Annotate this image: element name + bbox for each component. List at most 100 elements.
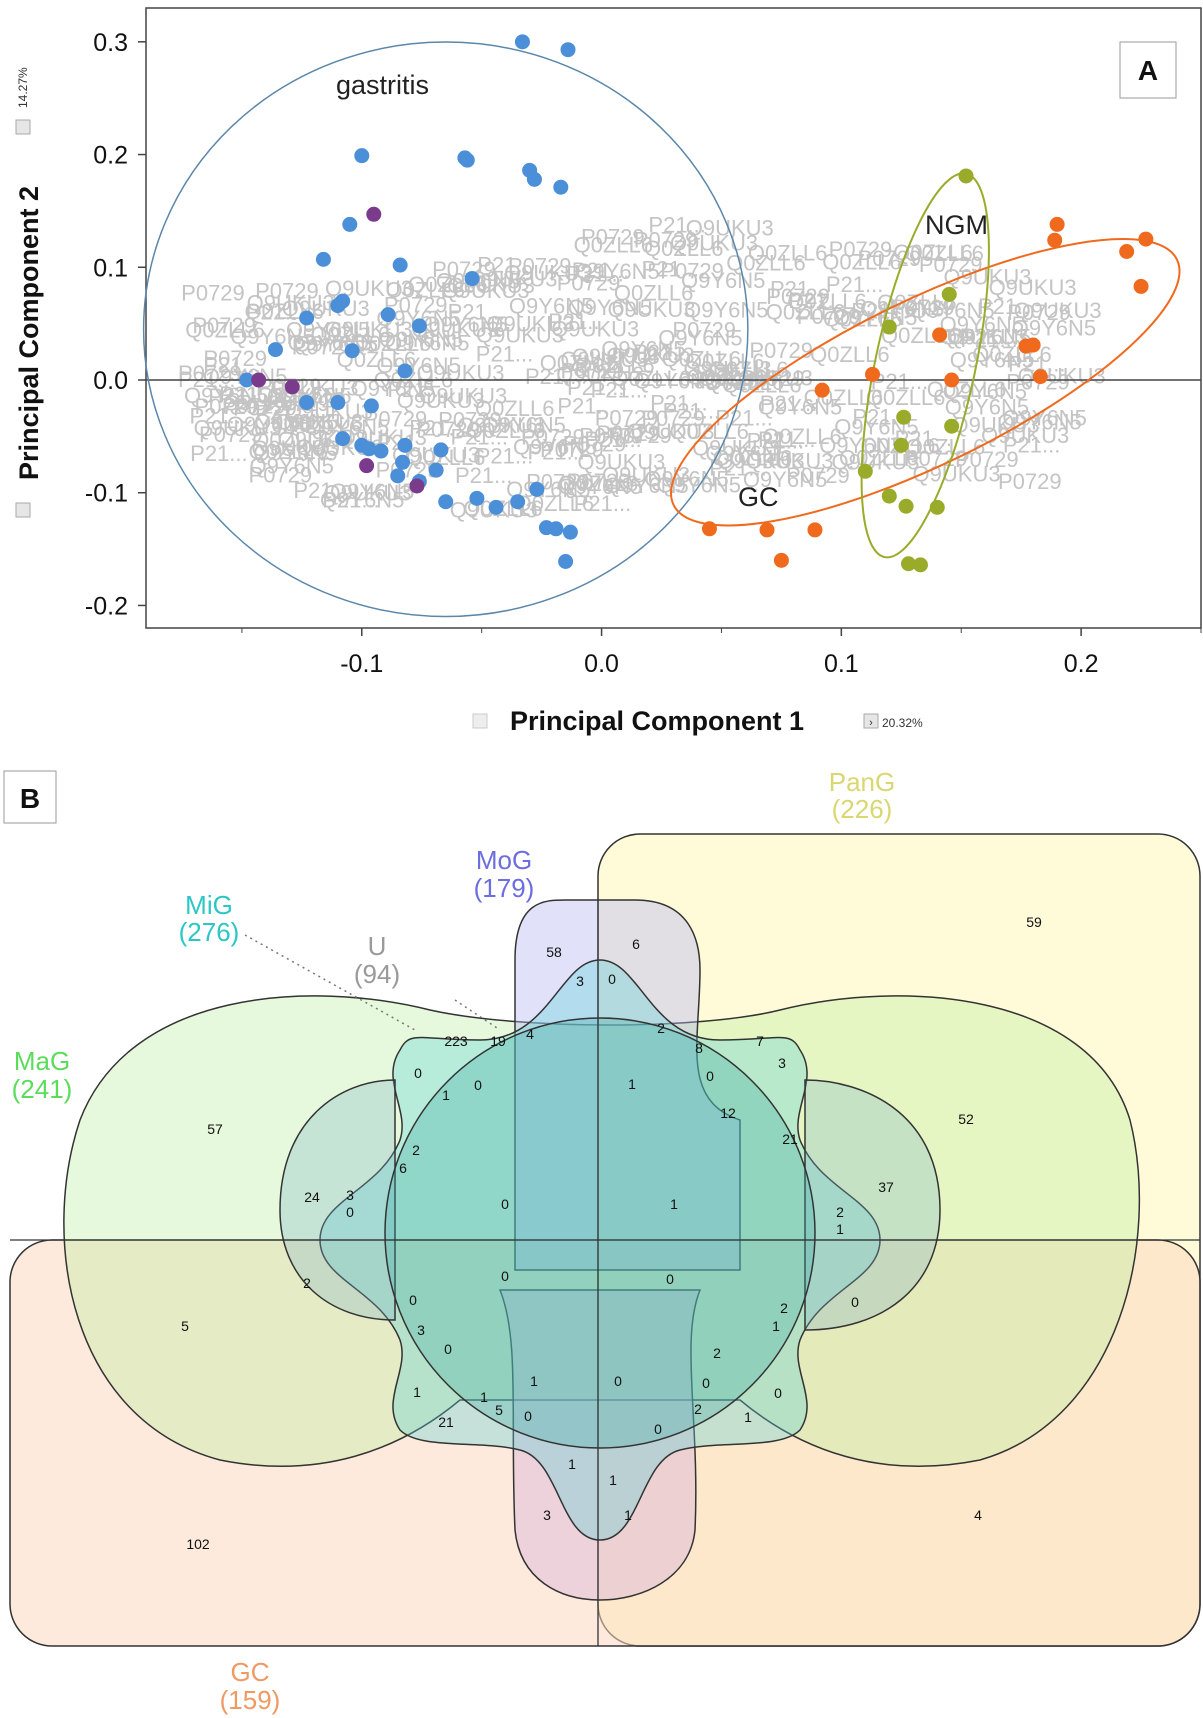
background-label: P0729 — [641, 406, 705, 431]
venn-set-u — [498, 1289, 702, 1601]
background-label: Q9Y6N5 — [330, 479, 414, 504]
background-label: P21... — [455, 463, 512, 488]
background-label: P0729 — [786, 463, 850, 488]
background-label: P21... — [208, 384, 265, 409]
x-axis-expand-icon: › — [869, 717, 873, 729]
data-point-gastritis — [392, 257, 408, 273]
background-label: P21... — [663, 398, 720, 423]
background-label: Q9UKU3 — [670, 231, 758, 256]
background-label: Q9Y6N5 — [249, 454, 333, 479]
background-label: Q9UKU3 — [684, 357, 772, 382]
background-label: Q9UKU3 — [416, 360, 504, 385]
data-point-gastritis — [335, 431, 351, 447]
region-count: 0 — [501, 1268, 509, 1284]
data-point-gastritis — [488, 499, 504, 515]
data-point-NGM — [857, 463, 873, 479]
y-axis-collapse-button[interactable] — [15, 502, 31, 518]
background-label: Q0ZLL6 — [927, 377, 1007, 402]
background-label: P21... — [770, 276, 827, 301]
data-point-GC — [701, 521, 717, 537]
panel-label-b-box — [3, 770, 57, 824]
data-point-gastritis — [514, 34, 530, 50]
group-label-ngm: NGM — [925, 210, 988, 240]
data-point-gastritis — [438, 494, 454, 510]
background-label: Q0ZLL6 — [713, 445, 793, 470]
region-count: 59 — [1026, 914, 1042, 930]
region-count: 3 — [346, 1187, 354, 1203]
background-label: Q9UKU3 — [325, 317, 413, 342]
background-label: P21... — [477, 253, 534, 278]
venn-center-circle — [384, 1017, 816, 1449]
background-label: Q9Y6N5 — [423, 312, 507, 337]
x-axis-expand-button[interactable] — [863, 713, 879, 729]
region-count: 52 — [958, 1111, 974, 1127]
background-label: Q9Y6N5 — [705, 441, 789, 466]
set-count-mag: (241) — [12, 1074, 73, 1104]
background-label: P21... — [642, 257, 699, 282]
region-count: 4 — [526, 1026, 534, 1042]
region-count: 7 — [756, 1033, 764, 1049]
background-label: Q9UKU3 — [560, 347, 648, 372]
background-label: Q9Y6N5 — [658, 326, 742, 351]
y-axis-title: Principal Component 2 — [14, 186, 44, 480]
y-axis-expand-button[interactable] — [15, 119, 31, 135]
data-point-gastritis — [335, 293, 351, 309]
y-tick-label: -0.1 — [85, 480, 128, 508]
background-label: Q9Y6N5 — [601, 336, 685, 361]
background-label: Q9UKU3 — [913, 461, 1001, 486]
region-count: 1 — [628, 1076, 636, 1092]
group-label-gc: GC — [738, 482, 779, 512]
background-label: P21... — [190, 441, 247, 466]
background-label: Q9UKU3 — [251, 436, 339, 461]
background-label: P21... — [650, 391, 707, 416]
background-label: Q9Y6N5 — [758, 395, 842, 420]
x-tick-label: -0.1 — [340, 650, 383, 678]
background-label: Q0ZLL6 — [709, 357, 789, 382]
background-label: P21... — [633, 340, 690, 365]
x-axis-collapse-button[interactable] — [472, 713, 488, 729]
background-label: P0729 — [233, 395, 297, 420]
data-point-GC — [759, 522, 775, 538]
background-label: P0729 — [195, 394, 259, 419]
background-label: P21... — [246, 299, 303, 324]
background-label: Q9UKU3 — [607, 343, 695, 368]
background-label: Q9Y6N5 — [860, 296, 944, 321]
venn-set-mig — [319, 959, 881, 1541]
data-point-gastritis — [267, 342, 283, 358]
background-label: Q0ZLL6 — [283, 412, 363, 437]
region-count: 24 — [304, 1189, 320, 1205]
background-label: P0729 — [508, 253, 572, 278]
background-label: Q9UKU3 — [397, 388, 485, 413]
data-point-gastritis — [397, 437, 413, 453]
background-label: P0729 — [634, 227, 698, 252]
data-point-gastritis — [299, 395, 315, 411]
data-point-NGM — [881, 319, 897, 335]
background-label: Q0ZLL6 — [515, 491, 595, 516]
data-point-gastritis — [526, 171, 542, 187]
background-label: Q9Y6N5 — [575, 259, 659, 284]
y-variance-group: 14.27% — [16, 67, 30, 108]
background-label: Q0ZLL6 — [787, 289, 867, 314]
data-point-gastritis — [342, 216, 358, 232]
data-point-NGM — [941, 286, 957, 302]
background-label: Q0ZLL6 — [906, 434, 986, 459]
background-label: Q9UKU3 — [1018, 363, 1106, 388]
background-label: Q0ZLL6 — [644, 236, 724, 261]
data-point-gastritis — [433, 442, 449, 458]
data-point-gastritis — [560, 42, 576, 58]
region-count: 2 — [657, 1020, 665, 1036]
region-count: 57 — [207, 1121, 223, 1137]
region-count: 1 — [670, 1196, 678, 1212]
background-label: Q9UKU3 — [989, 275, 1077, 300]
data-point-NGM — [881, 488, 897, 504]
background-label: Q0ZLL6 — [540, 351, 620, 376]
background-label: Q9UKU3 — [577, 449, 665, 474]
data-point-gastritis — [529, 481, 545, 497]
set-label-gc: GC — [231, 1657, 270, 1687]
region-count: 0 — [851, 1294, 859, 1310]
background-label: P21... — [648, 213, 705, 238]
background-label: Q9Y6N5 — [950, 348, 1034, 373]
data-point-GC — [1119, 243, 1135, 259]
region-count: 3 — [417, 1322, 425, 1338]
